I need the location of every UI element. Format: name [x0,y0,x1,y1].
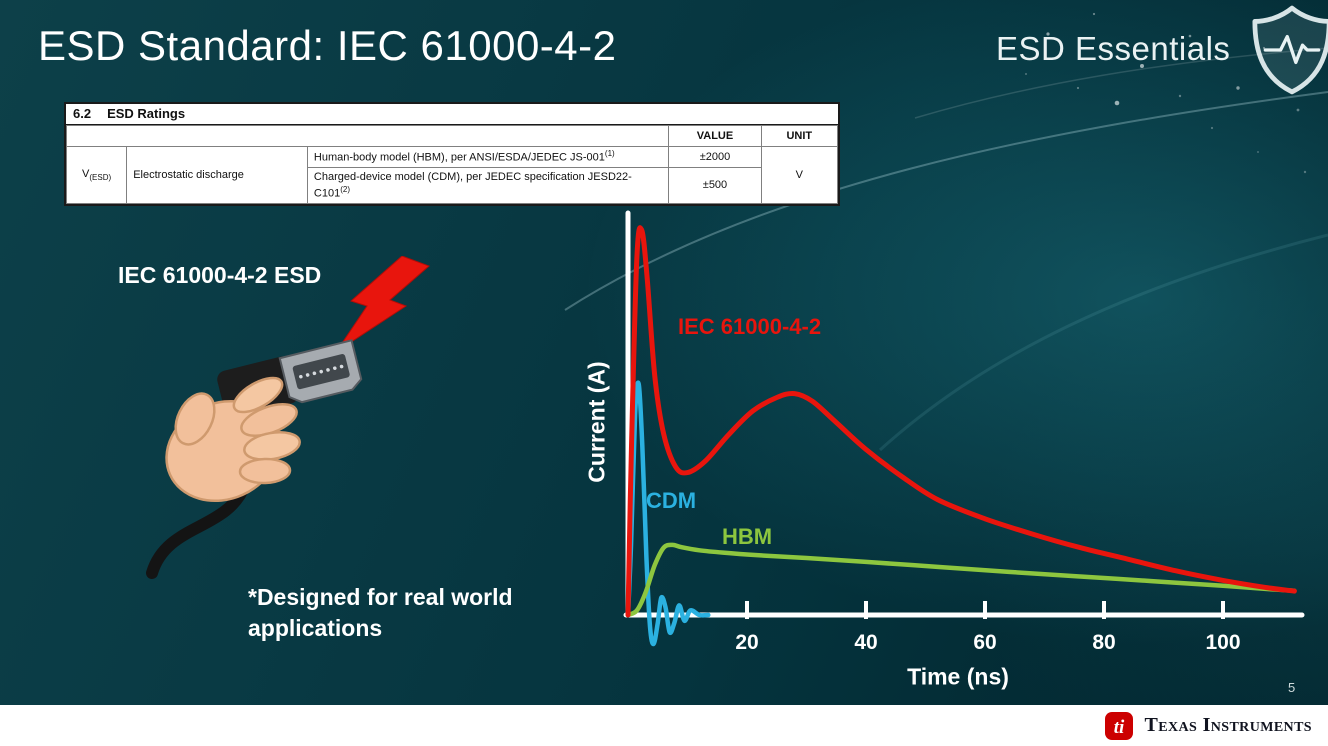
value-cell-cdm: ±500 [668,167,762,204]
section-title: ESD Ratings [107,106,186,121]
empty-header-cell [65,124,670,148]
model-cell-cdm: Charged-device model (CDM), per JEDEC sp… [306,167,670,204]
note-line-1: *Designed for real world [248,584,513,610]
ratings-grid: VALUE UNIT V(ESD) Electrostatic discharg… [65,124,839,204]
hdmi-metal-tip [278,339,363,404]
y-axis-label: Current (A) [583,361,610,483]
series-iec-61000-4-2 [625,225,1297,618]
section-number: 6.2 [73,106,92,121]
x-tick-label: 20 [735,631,758,654]
page-number: 5 [1288,680,1296,695]
x-tick-label: 80 [1092,631,1115,654]
value-cell-hbm: ±2000 [668,146,762,169]
x-axis-label: Time (ns) [907,663,1009,690]
pulse-line [1263,35,1321,65]
shield-pulse-icon [1252,5,1328,95]
cable [146,479,251,579]
ti-logo-icon: ti [1105,711,1134,740]
hand-hdmi-illustration [146,339,363,579]
x-tick-label: 60 [973,631,996,654]
series-label-iec: IEC 61000-4-2 [678,314,822,339]
x-tick-label: 40 [854,631,877,654]
unit-cell: V [760,146,839,204]
table-header-row: VALUE UNIT [65,124,839,148]
series-label-cdm: CDM [646,488,697,513]
lightning-bolt-icon [336,256,430,353]
table-row: V(ESD) Electrostatic discharge Human-bod… [65,146,839,204]
footer-bar: ti Texas Instruments [0,705,1328,746]
model-cell-hbm: Human-body model (HBM), per ANSI/ESDA/JE… [306,146,670,169]
program-name: ESD Essentials [996,30,1231,67]
note-line-2: applications [248,615,383,642]
illustration-caption: IEC 61000-4-2 ESD [118,262,322,288]
x-tick-label: 100 [1205,631,1240,654]
waveform-chart: 20 40 60 80 100 [623,210,1305,654]
param-name-cell: Electrostatic discharge [126,146,308,204]
ti-monogram: ti [1114,717,1125,738]
table-row: Charged-device model (CDM), per JEDEC sp… [67,167,838,204]
table-caption: 6.2 ESD Ratings [66,104,838,125]
unit-header: UNIT [760,124,839,148]
series-cdm [625,380,711,647]
page-title: ESD Standard: IEC 61000-4-2 [38,22,617,69]
hand-fist [165,376,301,503]
series-label-hbm: HBM [722,524,773,549]
series-hbm [625,542,1297,618]
designed-note: *Designed for real world applications [248,582,513,644]
footer-brand-text: Texas Instruments [1144,714,1312,736]
value-header: VALUE [668,124,762,148]
param-symbol-cell: V(ESD) [65,146,128,204]
esd-ratings-table: 6.2 ESD Ratings VALUE UNIT V(ESD) Electro… [64,102,840,206]
